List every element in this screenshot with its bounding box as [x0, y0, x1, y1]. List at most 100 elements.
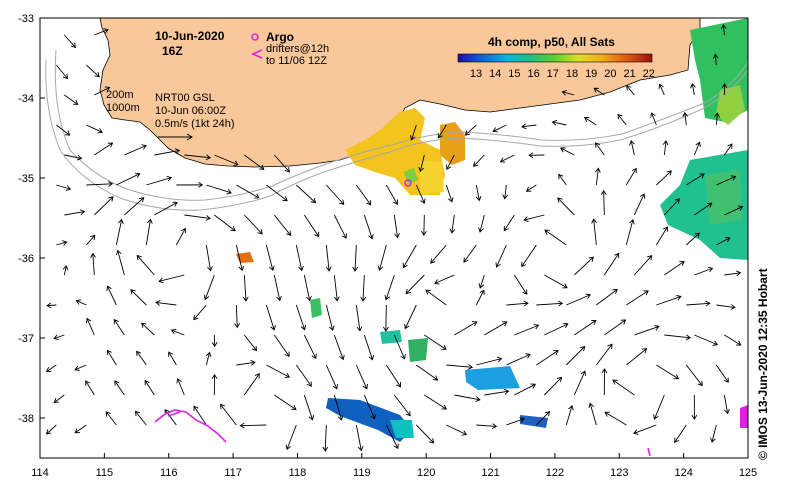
current-arrow [723, 394, 729, 414]
current-arrow [634, 326, 660, 336]
current-arrow-head [544, 229, 550, 235]
current-arrow [445, 184, 453, 202]
current-arrow-head [118, 218, 124, 225]
current-arrow-head [557, 197, 563, 203]
colorbar-tick-label: 18 [566, 68, 578, 80]
current-arrow [684, 112, 687, 126]
current-arrow [56, 241, 67, 246]
current-arrow [425, 289, 447, 306]
current-arrow [659, 84, 665, 96]
current-arrow [694, 267, 713, 276]
current-arrow-head [205, 215, 211, 221]
current-arrow [214, 214, 236, 232]
current-arrow-head [366, 200, 372, 206]
current-arrow-head [356, 326, 363, 332]
current-arrow [544, 229, 567, 246]
current-arrow-head [653, 414, 659, 420]
current-arrow [273, 274, 281, 301]
current-arrow [655, 226, 668, 246]
current-arrow-head [259, 164, 265, 170]
current-arrow-head [207, 266, 213, 272]
current-arrow [333, 394, 342, 421]
current-arrow-head [311, 353, 317, 360]
current-arrow-head [238, 265, 245, 272]
scale-label: 0.5m/s (1kt 24h) [155, 118, 234, 130]
current-arrow-head [360, 296, 367, 302]
current-arrow-head [600, 189, 607, 196]
current-arrow-head [673, 374, 680, 380]
current-arrow [415, 184, 425, 204]
y-tick-label: -38 [18, 413, 34, 425]
current-arrow [552, 121, 567, 126]
current-arrow [295, 304, 306, 330]
current-arrow [53, 334, 65, 339]
current-arrow [63, 34, 76, 48]
current-arrow-head [522, 289, 528, 295]
current-arrow-head [639, 193, 646, 199]
current-arrow [325, 304, 334, 331]
current-arrow [476, 424, 497, 427]
current-arrow-head [85, 380, 91, 386]
current-arrow [496, 244, 507, 268]
current-arrow [562, 91, 575, 96]
current-arrow-head [285, 444, 292, 451]
current-arrow [475, 290, 485, 306]
current-arrow [193, 304, 207, 320]
current-arrow-head [492, 127, 498, 133]
current-arrow-head [525, 353, 531, 359]
current-arrow [204, 274, 215, 300]
current-arrow [475, 184, 480, 201]
current-arrow [64, 154, 82, 159]
current-arrow-head [521, 123, 527, 130]
current-arrow [63, 265, 67, 276]
current-arrow-head [62, 240, 68, 246]
current-arrow-head [604, 411, 610, 417]
current-arrow-head [45, 429, 52, 435]
current-arrow-head [285, 230, 292, 236]
current-arrow [416, 424, 434, 444]
current-arrow-head [472, 321, 478, 327]
current-arrow-head [721, 83, 728, 89]
current-arrow [686, 173, 705, 186]
current-arrow-head [166, 175, 173, 182]
current-arrow-head [612, 288, 618, 295]
current-arrow [724, 334, 741, 346]
current-arrow-head [383, 326, 389, 332]
current-arrow-head [725, 237, 731, 243]
current-arrow [595, 142, 605, 156]
current-arrow [220, 404, 237, 426]
current-arrow [243, 373, 260, 396]
current-arrow [544, 274, 568, 289]
current-arrow [544, 323, 569, 336]
current-arrow [175, 228, 186, 246]
current-arrow [107, 285, 117, 306]
current-arrow-head [697, 380, 703, 387]
current-arrow-head [176, 377, 182, 384]
current-arrow [557, 197, 575, 216]
x-tick-label: 114 [31, 467, 49, 479]
current-arrow-head [553, 350, 559, 356]
colorbar-tick-label: 16 [527, 68, 539, 80]
product-label: NRT00 GSL [155, 92, 215, 104]
current-arrow-head [662, 140, 669, 146]
current-arrow-head [53, 334, 59, 341]
current-arrow [74, 364, 87, 371]
current-arrow-head [211, 373, 218, 380]
current-arrow-head [107, 181, 114, 187]
current-arrow [558, 174, 567, 186]
current-arrow-head [614, 252, 620, 259]
current-arrow-head [384, 294, 390, 301]
current-arrow [325, 364, 338, 389]
colorbar: 4h comp, p50, All Sats 13 14 15 16 17 18 19 20 2… [457, 35, 655, 80]
current-arrow-head [282, 196, 288, 202]
current-arrow-head [400, 354, 406, 360]
current-arrow-head [164, 409, 170, 415]
current-arrow-head [593, 87, 599, 93]
current-arrow-head [193, 314, 199, 321]
current-arrow-head [463, 257, 469, 263]
current-arrow-head [694, 232, 700, 238]
current-arrow [56, 124, 70, 136]
current-arrow-head [712, 53, 719, 59]
current-arrow-head [679, 260, 685, 266]
current-arrow [325, 244, 330, 271]
